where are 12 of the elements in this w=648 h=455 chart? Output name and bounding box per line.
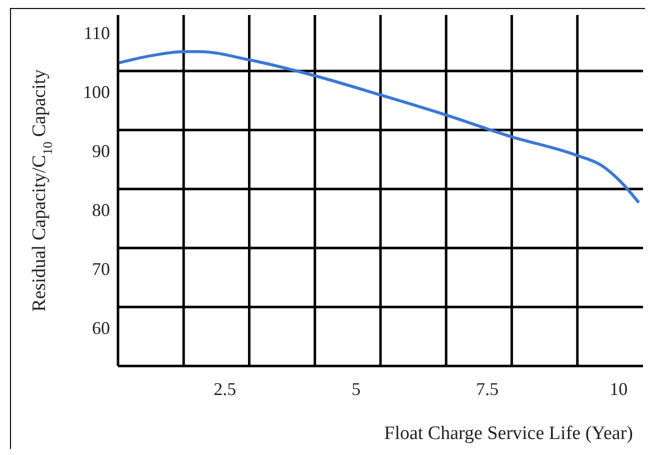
x-tick-label: 10 <box>610 378 628 399</box>
y-tick-label: 90 <box>92 141 110 162</box>
x-tick-label: 2.5 <box>214 378 236 399</box>
x-tick-label: 5 <box>352 378 361 399</box>
line-series <box>118 50 640 204</box>
x-tick-label: 7.5 <box>476 378 499 399</box>
y-tick-label: 80 <box>92 200 110 220</box>
x-axis-title: Float Charge Service Life (Year) <box>384 423 633 444</box>
y-tick-label: 110 <box>84 23 110 44</box>
y-tick-label: 100 <box>83 82 110 102</box>
y-tick-label: 60 <box>92 318 110 338</box>
y-tick-label: 70 <box>92 259 110 280</box>
